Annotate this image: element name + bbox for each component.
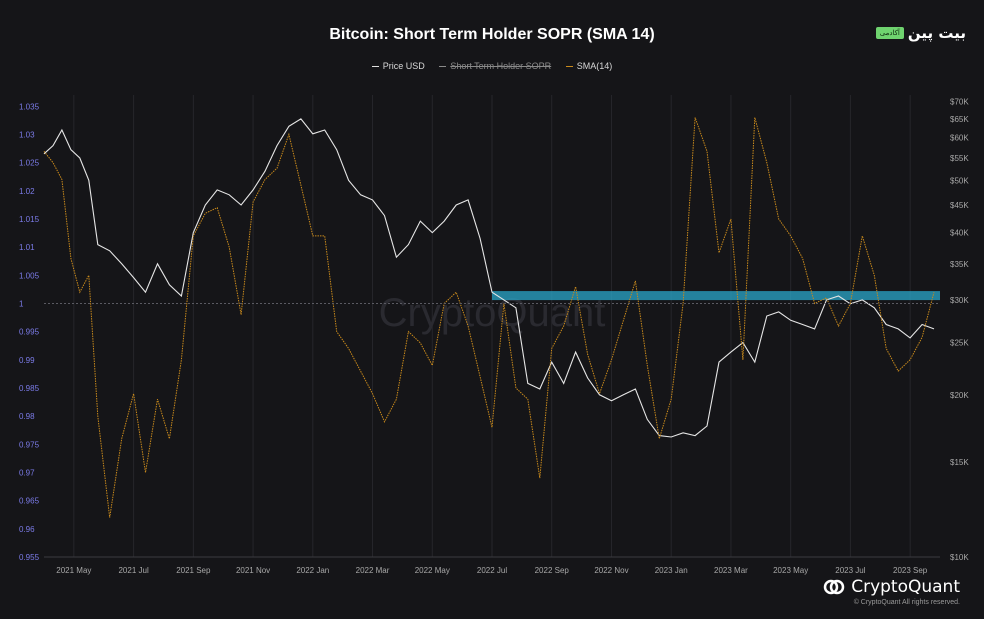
y-left-tick-label: 1.035 bbox=[19, 102, 40, 111]
legend-item-price[interactable]: Price USD bbox=[371, 61, 425, 71]
legend-swatch-sopr bbox=[439, 66, 447, 68]
x-tick-label: 2022 Nov bbox=[594, 566, 628, 575]
price-line bbox=[43, 118, 935, 438]
legend-item-sopr[interactable]: Short Term Holder SOPR bbox=[439, 61, 551, 71]
legend-swatch-sma bbox=[565, 66, 573, 68]
y-right-tick-label: $35K bbox=[950, 260, 969, 269]
y-left-tick-label: 1.015 bbox=[19, 215, 40, 224]
brand-name: بیت پین bbox=[907, 24, 966, 42]
y-left-tick-label: 1.005 bbox=[19, 271, 40, 280]
y-right-axis: $70K $65K $60K $55K $50K $45K $40K $35K $30K $25K… bbox=[950, 98, 969, 562]
legend-label-price: Price USD bbox=[382, 61, 425, 71]
y-left-tick-label: 0.965 bbox=[19, 497, 40, 506]
y-left-tick-label: 0.99 bbox=[19, 356, 35, 365]
legend: Price USD Short Term Holder SOPR SMA(14) bbox=[0, 61, 984, 71]
legend-label-sma: SMA(14) bbox=[576, 61, 613, 71]
sma-line bbox=[43, 117, 935, 518]
x-tick-label: 2021 May bbox=[56, 566, 91, 575]
legend-swatch-price bbox=[371, 66, 379, 68]
x-tick-label: 2023 Jan bbox=[655, 566, 688, 575]
y-left-tick-label: 0.975 bbox=[19, 440, 40, 449]
y-left-tick-label: 1.03 bbox=[19, 130, 35, 139]
y-left-tick-label: 0.98 bbox=[19, 412, 35, 421]
y-right-tick-label: $50K bbox=[950, 176, 969, 185]
y-right-tick-label: $10K bbox=[950, 553, 969, 562]
y-left-tick-label: 0.955 bbox=[19, 553, 40, 562]
copyright: © CryptoQuant All rights reserved. bbox=[853, 599, 960, 606]
price-line-group bbox=[43, 118, 935, 438]
y-right-tick-label: $65K bbox=[950, 115, 969, 124]
legend-item-sma[interactable]: SMA(14) bbox=[565, 61, 613, 71]
y-right-tick-label: $40K bbox=[950, 229, 969, 238]
highlight-band-group bbox=[492, 291, 940, 301]
footer-logo: CryptoQuant bbox=[823, 576, 960, 598]
x-tick-label: 2021 Sep bbox=[176, 566, 211, 575]
y-right-tick-label: $30K bbox=[950, 296, 969, 305]
y-right-tick-label: $45K bbox=[950, 201, 969, 210]
y-left-axis: 1.035 1.03 1.025 1.02 1.015 1.01 1.005 1 0.995 0.… bbox=[19, 102, 40, 562]
y-left-tick-label: 0.96 bbox=[19, 525, 35, 534]
chart-title: Bitcoin: Short Term Holder SOPR (SMA 14) bbox=[329, 26, 655, 43]
y-left-tick-label: 0.995 bbox=[19, 328, 40, 337]
x-tick-label: 2023 Jul bbox=[835, 566, 865, 575]
legend-label-sopr: Short Term Holder SOPR bbox=[450, 61, 552, 71]
brand-tag: آکادمی bbox=[875, 27, 904, 39]
y-left-tick-label: 0.985 bbox=[19, 384, 40, 393]
y-right-tick-label: $20K bbox=[950, 391, 969, 400]
x-tick-label: 2023 Mar bbox=[714, 566, 748, 575]
y-right-tick-label: $70K bbox=[950, 98, 969, 107]
y-right-tick-label: $55K bbox=[950, 154, 969, 163]
y-right-tick-label: $60K bbox=[950, 134, 969, 143]
brand-badge: آکادمی بیت پین bbox=[875, 24, 966, 42]
cryptoquant-logo-icon bbox=[823, 579, 845, 595]
x-tick-label: 2023 May bbox=[773, 566, 808, 575]
footer-logo-text: CryptoQuant bbox=[851, 577, 960, 597]
y-left-tick-label: 1.01 bbox=[19, 243, 35, 252]
x-tick-label: 2021 Nov bbox=[236, 566, 270, 575]
x-tick-label: 2022 Jul bbox=[477, 566, 507, 575]
sma-line-group bbox=[43, 117, 935, 518]
x-tick-label: 2022 Sep bbox=[535, 566, 570, 575]
grid bbox=[73, 95, 911, 557]
highlight-band bbox=[492, 291, 940, 301]
y-right-tick-label: $25K bbox=[950, 339, 969, 348]
y-left-tick-label: 0.97 bbox=[19, 468, 35, 477]
x-tick-label: 2022 May bbox=[415, 566, 450, 575]
x-tick-label: 2022 Mar bbox=[356, 566, 390, 575]
y-left-tick-label: 1.025 bbox=[19, 159, 40, 168]
y-left-tick-label: 1 bbox=[19, 299, 24, 308]
x-tick-label: 2022 Jan bbox=[296, 566, 329, 575]
y-left-tick-label: 1.02 bbox=[19, 187, 35, 196]
x-axis: 2021 May 2021 Jul 2021 Sep 2021 Nov 2022 Jan… bbox=[44, 556, 940, 575]
x-tick-label: 2023 Sep bbox=[893, 566, 928, 575]
y-right-tick-label: $15K bbox=[950, 458, 969, 467]
x-tick-label: 2021 Jul bbox=[118, 566, 148, 575]
